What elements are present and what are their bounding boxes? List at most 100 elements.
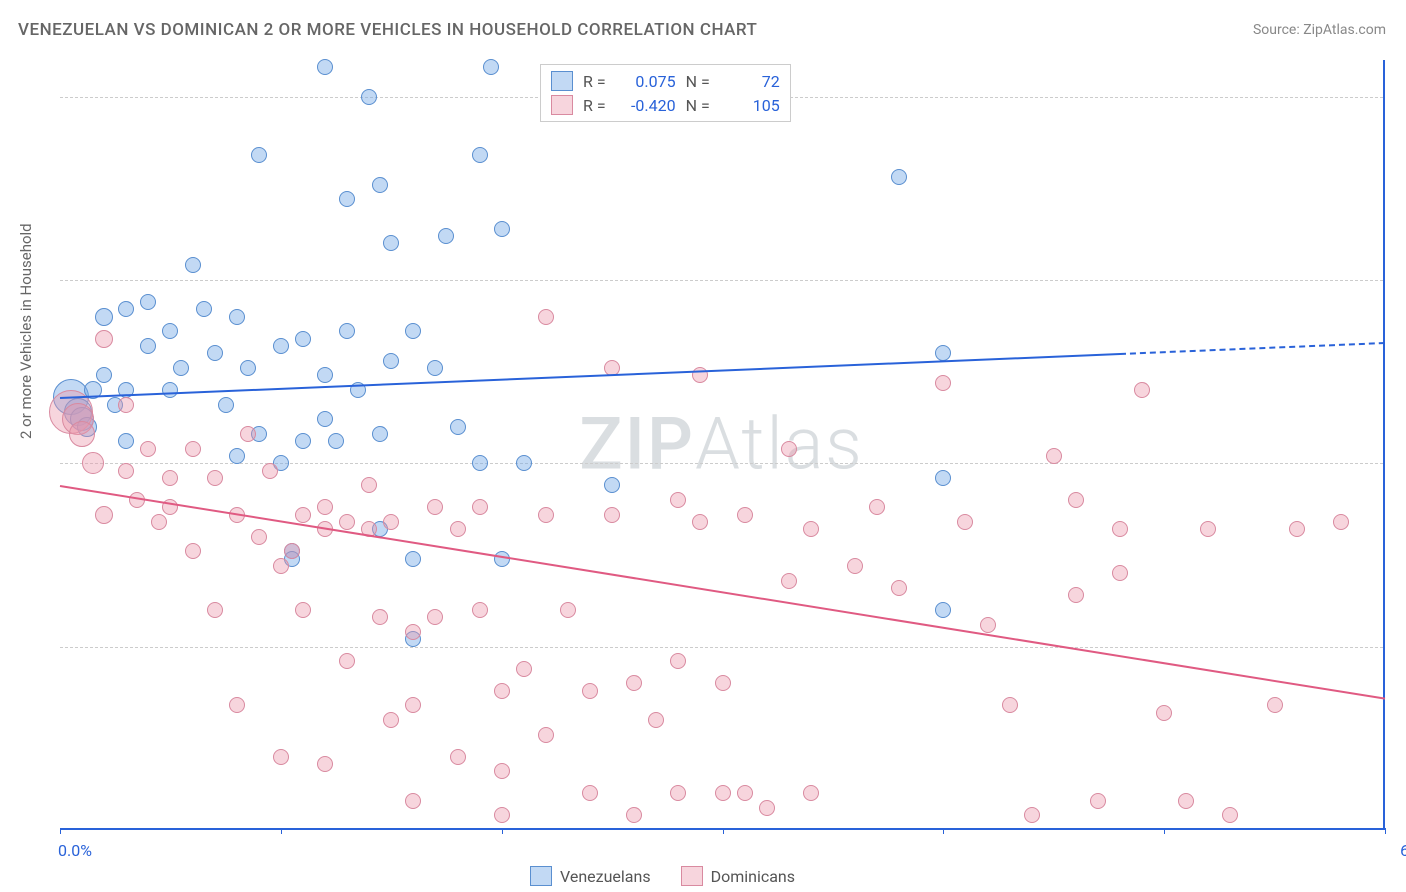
data-point <box>1289 521 1305 537</box>
data-point <box>317 411 333 427</box>
data-point <box>427 360 443 376</box>
data-point <box>140 441 156 457</box>
data-point <box>472 602 488 618</box>
stat-n-label: N = <box>686 72 710 91</box>
data-point <box>405 697 421 713</box>
data-point <box>759 800 775 816</box>
trend-line <box>60 353 1120 399</box>
data-point <box>95 308 113 326</box>
data-point <box>1046 448 1062 464</box>
data-point <box>140 294 156 310</box>
data-point <box>604 477 620 493</box>
data-point <box>494 221 510 237</box>
data-point <box>450 419 466 435</box>
data-point <box>361 477 377 493</box>
data-point <box>1200 521 1216 537</box>
data-point <box>670 653 686 669</box>
legend-swatch-dominicans <box>681 866 703 886</box>
data-point <box>935 602 951 618</box>
data-point <box>273 749 289 765</box>
data-point <box>494 763 510 779</box>
data-point <box>328 433 344 449</box>
data-point <box>185 543 201 559</box>
data-point <box>670 492 686 508</box>
data-point <box>251 147 267 163</box>
x-tick <box>1164 828 1165 834</box>
data-point <box>438 228 454 244</box>
swatch-dominicans <box>551 95 573 115</box>
data-point <box>450 749 466 765</box>
data-point <box>670 785 686 801</box>
data-point <box>538 309 554 325</box>
data-point <box>383 712 399 728</box>
stat-r-val-1: -0.420 <box>616 96 676 115</box>
stat-n-val-0: 72 <box>720 72 780 91</box>
data-point <box>240 360 256 376</box>
data-point <box>494 807 510 823</box>
data-point <box>207 345 223 361</box>
source-label: Source: ZipAtlas.com <box>1253 22 1386 38</box>
gridline <box>60 647 1383 648</box>
data-point <box>1068 587 1084 603</box>
data-point <box>372 426 388 442</box>
data-point <box>560 602 576 618</box>
data-point <box>626 675 642 691</box>
data-point <box>361 89 377 105</box>
data-point <box>229 697 245 713</box>
data-point <box>185 257 201 273</box>
swatch-venezuelans <box>551 71 573 91</box>
x-tick-label: 60.0% <box>1400 841 1406 860</box>
data-point <box>273 338 289 354</box>
data-point <box>229 448 245 464</box>
y-axis-label: 2 or more Vehicles in Household <box>17 223 35 439</box>
x-tick <box>1385 828 1386 834</box>
data-point <box>262 463 278 479</box>
data-point <box>196 301 212 317</box>
data-point <box>516 455 532 471</box>
data-point <box>604 507 620 523</box>
data-point <box>980 617 996 633</box>
stat-n-val-1: 105 <box>720 96 780 115</box>
data-point <box>692 514 708 530</box>
data-point <box>405 323 421 339</box>
legend-label-0: Venezuelans <box>560 867 651 886</box>
data-point <box>339 514 355 530</box>
data-point <box>251 529 267 545</box>
data-point <box>295 331 311 347</box>
data-point <box>450 521 466 537</box>
gridline <box>60 280 1383 281</box>
gridline <box>60 463 1383 464</box>
data-point <box>317 59 333 75</box>
data-point <box>582 785 598 801</box>
data-point <box>1002 697 1018 713</box>
data-point <box>295 507 311 523</box>
data-point <box>891 580 907 596</box>
data-point <box>317 499 333 515</box>
x-tick <box>502 828 503 834</box>
data-point <box>173 360 189 376</box>
data-point <box>218 397 234 413</box>
data-point <box>1267 697 1283 713</box>
data-point <box>715 675 731 691</box>
data-point <box>803 785 819 801</box>
data-point <box>162 470 178 486</box>
correlation-chart: VENEZUELAN VS DOMINICAN 2 OR MORE VEHICL… <box>0 0 1406 892</box>
data-point <box>295 602 311 618</box>
data-point <box>472 499 488 515</box>
data-point <box>118 301 134 317</box>
data-point <box>69 421 95 447</box>
bottom-legend: Venezuelans Dominicans <box>530 866 795 886</box>
data-point <box>240 426 256 442</box>
data-point <box>582 683 598 699</box>
data-point <box>648 712 664 728</box>
data-point <box>118 433 134 449</box>
data-point <box>1333 514 1349 530</box>
watermark-bold: ZIP <box>579 402 695 487</box>
data-point <box>935 345 951 361</box>
data-point <box>317 367 333 383</box>
data-point <box>151 514 167 530</box>
data-point <box>207 470 223 486</box>
stat-r-val-0: 0.075 <box>616 72 676 91</box>
legend-label-1: Dominicans <box>711 867 795 886</box>
data-point <box>317 756 333 772</box>
